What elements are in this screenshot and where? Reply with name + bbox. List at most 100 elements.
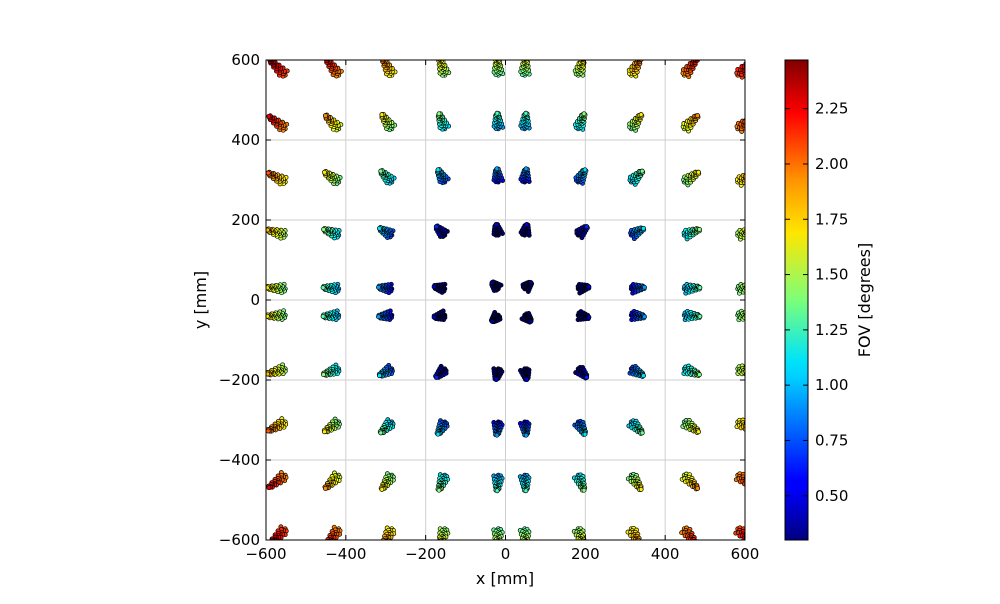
spot-point — [266, 313, 270, 319]
spot-point — [266, 170, 271, 176]
spot-point — [749, 428, 753, 432]
spot-diagram — [433, 223, 450, 239]
spot-point — [524, 377, 530, 383]
spot-point — [489, 280, 495, 286]
spot-point — [752, 228, 756, 232]
spot-diagram — [266, 169, 289, 187]
colorbar-tick-label: 1.75 — [815, 210, 848, 228]
colorbar-tick-label: 1.50 — [815, 266, 848, 284]
spot-point — [582, 60, 584, 61]
spot-point — [752, 116, 756, 120]
spot-point — [638, 540, 642, 544]
spot-point — [748, 228, 752, 232]
spot-point — [524, 221, 530, 227]
spot-point — [523, 541, 527, 545]
spot-point — [435, 167, 441, 173]
spot-diagram — [628, 308, 647, 323]
spot-point — [748, 368, 752, 372]
spot-point — [744, 426, 745, 428]
spot-diagram — [733, 471, 755, 490]
spot-point — [751, 229, 755, 233]
spot-diagram — [325, 524, 343, 540]
spot-point — [744, 290, 745, 292]
y-tick-label: −200 — [219, 371, 260, 389]
spot-point — [751, 486, 755, 490]
spot-point — [637, 544, 641, 548]
spot-point — [269, 538, 275, 540]
spot-diagram — [435, 111, 452, 132]
spot-point — [751, 484, 755, 488]
spot-point — [749, 63, 753, 67]
spot-diagram — [320, 308, 342, 322]
spot-point — [748, 369, 752, 373]
colorbar-tick-label: 2.00 — [815, 155, 848, 173]
spot-point — [586, 314, 592, 320]
spot-diagram — [376, 281, 395, 296]
spot-point — [433, 224, 439, 230]
spot-diagram — [266, 362, 288, 378]
spot-diagram — [627, 112, 645, 133]
spot-diagram — [266, 416, 289, 434]
spot-point — [750, 117, 754, 121]
spot-point — [494, 544, 498, 548]
spot-point — [692, 541, 696, 545]
spot-point — [378, 168, 384, 174]
spot-diagram — [573, 365, 590, 381]
spot-point — [751, 171, 755, 175]
spot-point — [749, 371, 753, 375]
spot-point — [746, 67, 750, 71]
spot-point — [586, 284, 592, 290]
spot-point — [748, 61, 752, 65]
spot-point — [746, 230, 750, 234]
spot-point — [752, 286, 756, 290]
spot-point — [753, 429, 757, 433]
spot-point — [524, 55, 528, 59]
spot-point — [582, 431, 588, 437]
spot-diagram — [266, 308, 288, 322]
spot-point — [690, 539, 694, 540]
spot-point — [697, 313, 703, 319]
spot-point — [495, 545, 499, 549]
spot-diagram — [489, 279, 504, 293]
spot-point — [751, 426, 755, 430]
spot-diagram — [321, 225, 342, 241]
spot-point — [746, 314, 750, 318]
colorbar-tick-label: 2.25 — [815, 100, 848, 118]
spot-point — [377, 225, 382, 231]
spot-point — [495, 55, 499, 59]
spot-diagram — [266, 113, 290, 133]
spot-point — [743, 61, 745, 66]
spot-point — [748, 117, 752, 121]
spot-point — [748, 540, 752, 544]
spot-diagram — [681, 282, 703, 296]
spot-point — [581, 487, 587, 493]
spot-point — [750, 372, 754, 376]
spot-diagram — [378, 471, 396, 492]
spot-diagram — [517, 472, 532, 494]
spot-point — [494, 166, 500, 172]
y-tick-label: 600 — [231, 51, 260, 69]
spot-diagram — [269, 524, 289, 540]
spot-diagram — [628, 225, 647, 242]
x-axis-label: x [mm] — [476, 569, 534, 588]
spot-point — [754, 286, 758, 290]
x-tick-label: −600 — [245, 545, 286, 563]
spot-diagram — [322, 470, 343, 491]
spot-point — [494, 110, 500, 116]
spot-point — [750, 315, 754, 319]
spot-diagram — [266, 470, 289, 491]
spot-point — [749, 175, 753, 179]
spot-diagram — [321, 416, 342, 435]
spot-point — [754, 314, 758, 318]
spot-diagram — [491, 419, 505, 438]
spot-diagram — [681, 308, 703, 323]
spot-point — [642, 314, 647, 320]
spot-point — [752, 314, 756, 318]
spot-point — [579, 539, 581, 540]
spot-point — [494, 432, 500, 438]
spot-point — [266, 485, 272, 491]
spot-point — [749, 119, 753, 123]
spot-point — [523, 488, 529, 494]
spot-diagram — [625, 471, 644, 493]
